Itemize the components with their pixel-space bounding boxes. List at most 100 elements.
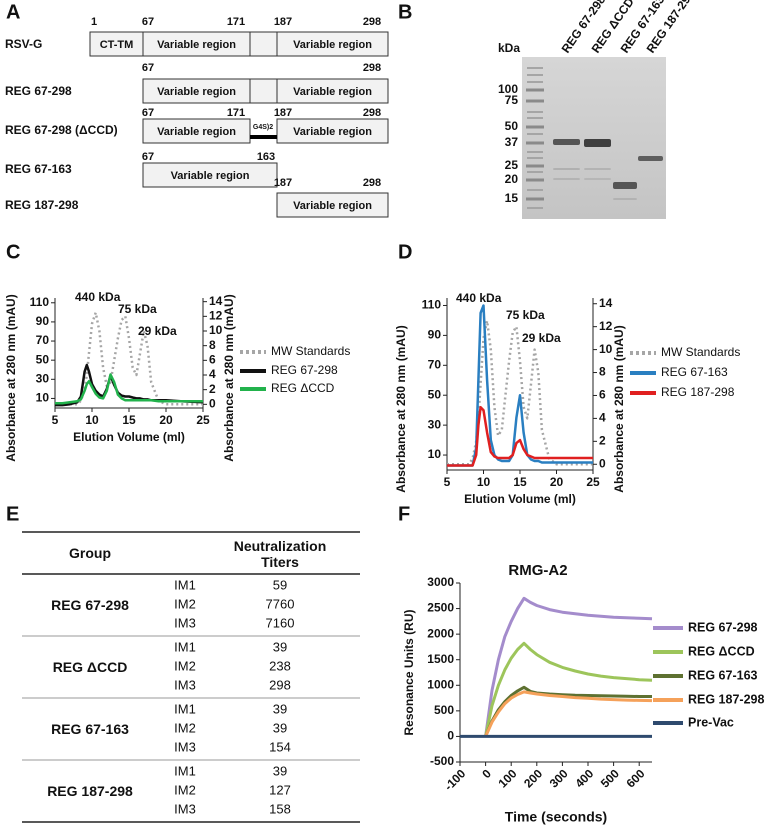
marker-label: 50 <box>505 119 519 133</box>
x-tick-label: 25 <box>196 413 210 427</box>
legend-label: REG 67-298 <box>271 363 338 377</box>
x-tick-label: 15 <box>122 413 136 427</box>
y-tick-label: 50 <box>36 352 50 366</box>
series-line <box>447 405 593 467</box>
y-tick-label: 10 <box>36 391 50 405</box>
y-tick-label: 0 <box>447 729 454 743</box>
x-tick-label: 500 <box>598 766 622 790</box>
panel-letter: D <box>398 241 412 263</box>
y-tick-label: 2500 <box>427 601 454 615</box>
y-tick-label: 500 <box>434 703 454 717</box>
immunization: IM1 <box>174 639 196 655</box>
legend-label: MW Standards <box>661 345 740 359</box>
titer-value: 39 <box>272 639 288 655</box>
legend-label: REG 187-298 <box>661 385 735 399</box>
ladder-band <box>527 117 543 119</box>
marker-label: 25 <box>505 158 519 172</box>
peak-annotation: 440 kDa <box>456 291 502 305</box>
titer-value: 298 <box>269 677 291 693</box>
immunization: IM2 <box>174 720 196 736</box>
titer-value: 59 <box>272 577 288 593</box>
spacer-box <box>249 78 278 104</box>
y-tick-label: 3000 <box>427 575 454 589</box>
immunization: IM2 <box>174 596 196 612</box>
region-box <box>276 192 389 218</box>
region-label: Variable region <box>293 200 372 212</box>
y2-tick-label: 2 <box>209 382 216 396</box>
region-box <box>276 78 389 104</box>
column-header: Neutralization Titers <box>233 538 327 570</box>
construct-label: REG 67-298 (ΔCCD) <box>5 123 118 137</box>
ladder-band <box>527 171 543 173</box>
region-label: Variable region <box>293 126 372 138</box>
y2-axis-label: Absorbance at 280 nm (mAU) <box>222 294 236 461</box>
legend-label: REG 67-163 <box>688 668 758 682</box>
immunization: IM1 <box>174 577 196 593</box>
residue-number: 298 <box>363 62 381 74</box>
ladder-band <box>527 133 543 135</box>
series-line <box>484 641 653 737</box>
construct-label: REG 187-298 <box>5 198 79 212</box>
region-label: Variable region <box>293 39 372 51</box>
construct-label: REG 67-298 <box>5 84 72 98</box>
legend-label: Pre-Vac <box>688 715 734 729</box>
y-tick-label: 70 <box>36 333 50 347</box>
region-box <box>89 31 144 57</box>
residue-number: 67 <box>142 16 154 28</box>
immunization: IM1 <box>174 763 196 779</box>
residue-number: 67 <box>142 62 154 74</box>
group-name: REG 67-163 <box>51 721 129 737</box>
protein-band <box>613 182 637 189</box>
titer-value: 238 <box>269 658 291 674</box>
y-axis-label: Absorbance at 280 nm (mAU) <box>394 325 408 492</box>
x-tick-label: 10 <box>477 475 491 489</box>
immunization: IM3 <box>174 739 196 755</box>
group-name: REG ΔCCD <box>52 659 128 675</box>
marker-label: 100 <box>498 82 518 96</box>
protein-band <box>638 156 663 161</box>
legend-label: REG ΔCCD <box>688 644 755 658</box>
panel-letter: A <box>6 1 20 23</box>
residue-number: 298 <box>363 16 381 28</box>
ladder-band <box>527 81 543 83</box>
spacer-box <box>249 31 278 57</box>
group-name: REG 187-298 <box>47 783 133 799</box>
marker-label: 37 <box>505 135 519 149</box>
y2-tick-label: 4 <box>599 411 606 425</box>
titer-value: 7760 <box>265 596 295 612</box>
region-box <box>142 118 251 144</box>
x-tick-label: 15 <box>513 475 527 489</box>
residue-number: 187 <box>274 16 292 28</box>
region-box <box>142 31 251 57</box>
residue-number: 298 <box>363 107 381 119</box>
ladder-band <box>526 88 544 92</box>
series-line <box>484 596 653 737</box>
region-label: CT-TM <box>100 39 134 51</box>
immunization: IM1 <box>174 701 196 717</box>
peak-annotation: 75 kDa <box>506 308 545 322</box>
region-label: Variable region <box>157 126 236 138</box>
ladder-band <box>527 207 543 209</box>
residue-number: 171 <box>227 107 245 119</box>
y2-axis-label: Absorbance at 280 nm (mAU) <box>612 325 626 492</box>
panel-letter: C <box>6 241 20 263</box>
protein-band <box>613 198 637 200</box>
residue-number: 171 <box>227 16 245 28</box>
ladder-band <box>526 197 544 201</box>
protein-band <box>584 139 611 147</box>
region-box <box>142 162 278 188</box>
titer-value: 39 <box>272 701 288 717</box>
column-header: Group <box>69 545 111 561</box>
titer-value: 39 <box>272 720 288 736</box>
x-tick-label: 100 <box>496 766 520 790</box>
y-tick-label: 10 <box>428 447 442 461</box>
y2-tick-label: 8 <box>599 365 606 379</box>
ladder-band <box>526 164 544 168</box>
residue-number: 67 <box>142 151 154 163</box>
region-label: Variable region <box>157 86 236 98</box>
titer-value: 39 <box>272 763 288 779</box>
region-label: Variable region <box>157 39 236 51</box>
x-tick-label: 300 <box>547 766 571 790</box>
